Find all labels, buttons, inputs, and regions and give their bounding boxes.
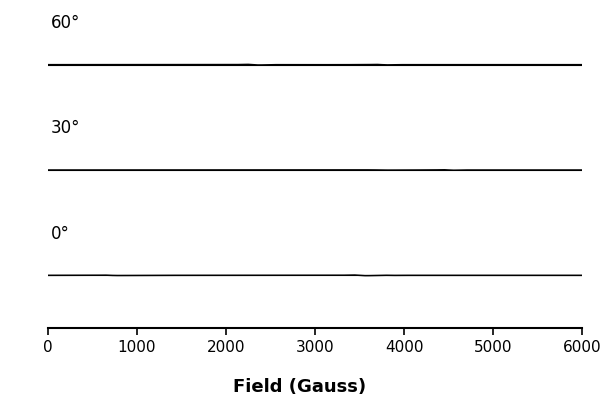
Text: 60°: 60° [50,14,80,32]
Text: 0°: 0° [50,225,70,243]
Text: Field (Gauss): Field (Gauss) [233,378,367,396]
Text: 30°: 30° [50,119,80,137]
